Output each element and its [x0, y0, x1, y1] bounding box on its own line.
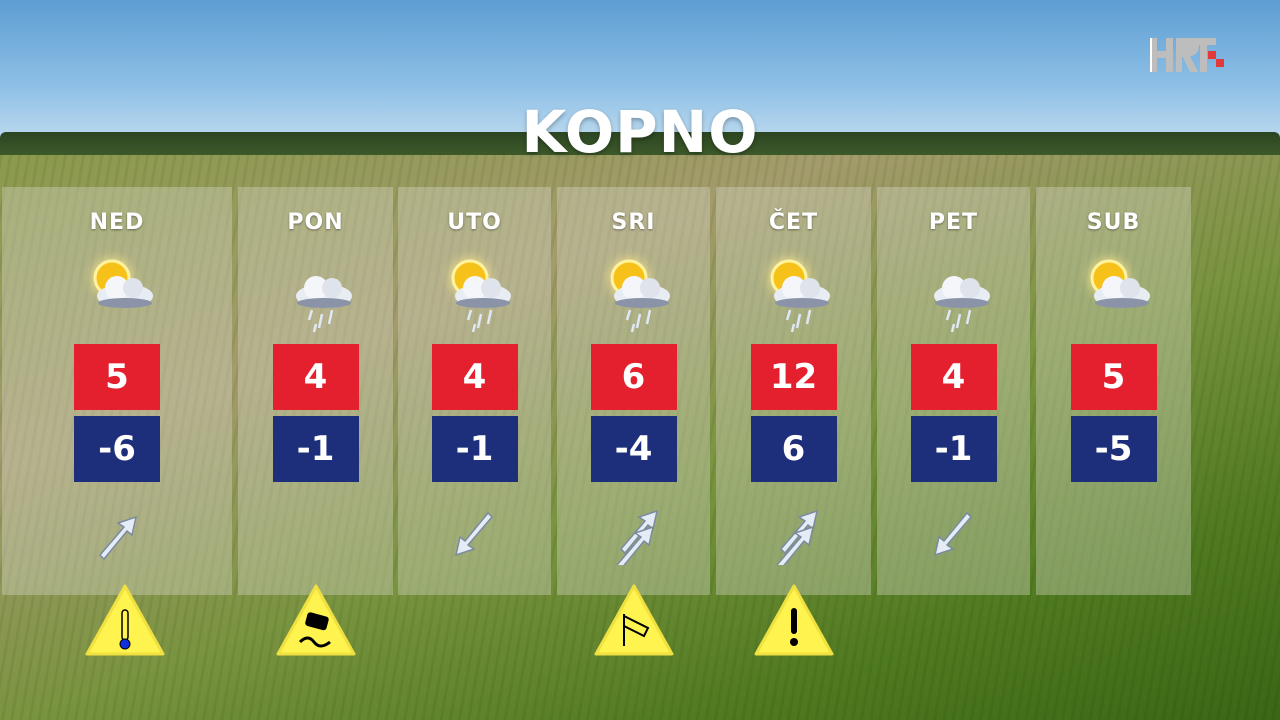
day-column-pet: PET 4 -1 — [877, 187, 1030, 595]
wind-arrow-icon — [933, 511, 972, 557]
day-column-sub: SUB 5 -5 — [1036, 187, 1191, 595]
day-label: UTO — [447, 210, 502, 235]
max-temp: 5 — [74, 344, 160, 410]
min-temp: 6 — [750, 416, 837, 482]
general-exclamation-warning-icon — [754, 584, 833, 656]
sun-cloud-rain-weather-icon — [451, 259, 511, 333]
cold-thermometer-warning-icon — [85, 584, 165, 656]
sun-cloud-rain-weather-icon — [770, 259, 830, 333]
cloud-rain-weather-icon — [933, 276, 990, 333]
slippery-road-warning-icon — [276, 584, 355, 656]
wind-arrow-icon — [615, 509, 658, 565]
cloud-rain-weather-icon — [295, 276, 352, 333]
day-column-ned: NED 5 -6 — [2, 187, 232, 595]
min-temp: -6 — [74, 416, 160, 482]
max-temp: 12 — [750, 344, 837, 410]
day-label: PET — [928, 210, 979, 235]
sun-cloud-weather-icon — [93, 259, 153, 308]
sun-cloud-rain-weather-icon — [610, 259, 670, 333]
day-label: SUB — [1086, 210, 1141, 235]
min-temp: -5 — [1070, 416, 1157, 482]
max-temp: 4 — [272, 344, 359, 410]
wind-arrow-icon — [454, 511, 493, 557]
wind-arrow-icon — [775, 509, 818, 565]
min-temp: -1 — [910, 416, 997, 482]
max-temp: 4 — [910, 344, 997, 410]
day-label: ČET — [768, 210, 819, 235]
min-temp: -1 — [431, 416, 518, 482]
day-label: PON — [287, 210, 344, 235]
wind-windsock-warning-icon — [594, 584, 673, 656]
day-label: NED — [89, 210, 145, 235]
day-column-pon: PON 4 -1 — [238, 187, 393, 595]
max-temp: 6 — [590, 344, 677, 410]
min-temp: -1 — [272, 416, 359, 482]
hrt-logo — [1150, 38, 1224, 72]
max-temp: 5 — [1070, 344, 1157, 410]
wind-arrow-icon — [98, 515, 138, 561]
day-column-sri: SRI 6 -4 — [557, 187, 710, 595]
sun-cloud-weather-icon — [1090, 259, 1150, 308]
min-temp: -4 — [590, 416, 677, 482]
day-column-čet: ČET 12 6 — [716, 187, 871, 595]
page-title: KOPNO — [521, 98, 759, 166]
day-column-uto: UTO 4 -1 — [398, 187, 551, 595]
max-temp: 4 — [431, 344, 518, 410]
treeline — [0, 132, 1280, 156]
day-label: SRI — [611, 210, 656, 235]
